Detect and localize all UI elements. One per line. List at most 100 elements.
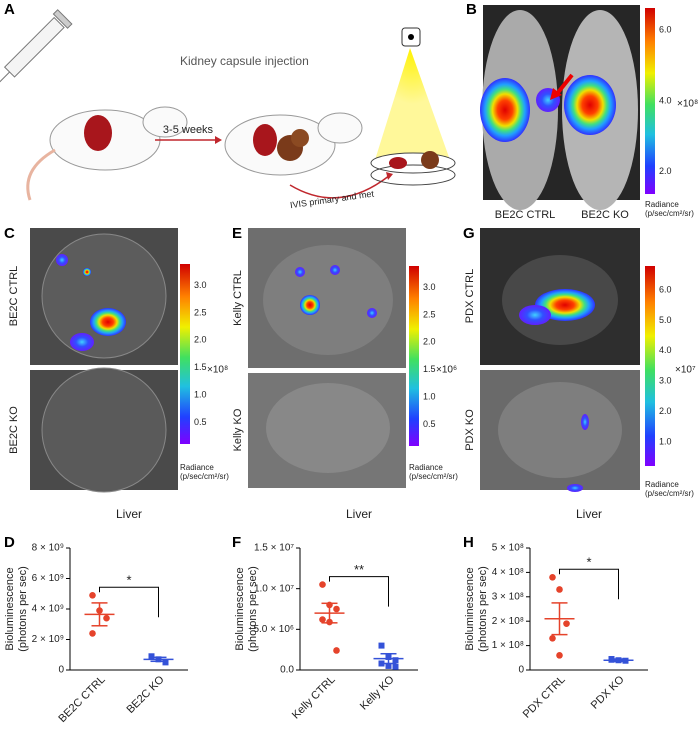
- image-label: BE2C CTRL: [495, 209, 556, 221]
- y-axis-label: (photons per sec): [247, 566, 259, 652]
- significance-bracket: [559, 568, 619, 600]
- colorbar-tick-label: 2.0: [194, 335, 207, 345]
- colorbar-tick-label: 2.5: [423, 309, 436, 319]
- data-point: [385, 662, 392, 669]
- y-tick-label: 8 × 10⁹: [32, 543, 64, 554]
- colorbar-tick-label: 5.0: [659, 315, 672, 325]
- colorbar-tick-label: 1.0: [194, 389, 207, 399]
- panel-g-images: [480, 228, 655, 492]
- colorbar-tick-label: 1.0: [659, 436, 672, 446]
- chart-title: Liver: [576, 507, 602, 521]
- x-tick-label: Kelly CTRL: [290, 674, 338, 722]
- colorbar-scale: ×10⁷: [675, 365, 696, 376]
- panel-label: F: [232, 534, 241, 551]
- panel-label: D: [4, 534, 15, 551]
- colorbar-tick-label: 4.0: [659, 345, 672, 355]
- panel-label: B: [466, 1, 477, 18]
- significance: *: [586, 555, 591, 570]
- panel-label: A: [4, 1, 15, 18]
- significance: *: [126, 573, 131, 588]
- colorbar-tick-label: 1.5: [423, 364, 436, 374]
- significance: **: [354, 562, 364, 577]
- data-point: [319, 581, 326, 588]
- colorbar-tick-label: 3.0: [423, 282, 436, 292]
- y-tick-label: 4 × 10⁹: [32, 604, 64, 615]
- panel-label: C: [4, 225, 15, 242]
- image-label: Kelly CTRL: [232, 270, 244, 326]
- x-tick-label: Kelly KO: [358, 673, 397, 712]
- data-point: [333, 647, 340, 654]
- data-point: [89, 630, 96, 637]
- y-tick-label: 0.0: [280, 665, 294, 676]
- y-axis-label: (photons per sec): [477, 566, 489, 652]
- data-point: [549, 573, 556, 581]
- colorbar-unit: (p/sec/cm²/sr): [409, 472, 458, 481]
- y-tick-label: 2 × 10⁹: [32, 634, 64, 645]
- colorbar-tick-label: 3.0: [194, 280, 207, 290]
- image-label: Kelly KO: [232, 408, 244, 451]
- x-tick-label: BE2C KO: [124, 673, 167, 716]
- colorbar-unit: (p/sec/cm²/sr): [645, 489, 694, 498]
- y-axis-label: (photons per sec): [17, 566, 29, 652]
- colorbar-tick-label: 6.0: [659, 284, 672, 294]
- colorbar-tick-label: 4.0: [659, 95, 672, 105]
- colorbar-tick-label: 2.0: [423, 337, 436, 347]
- colorbar-scale: ×10⁸: [677, 99, 698, 110]
- colorbar-unit: (p/sec/cm²/sr): [180, 472, 229, 481]
- y-tick-label: 2 × 10⁸: [492, 616, 524, 627]
- colorbar-tick-label: 1.5: [194, 362, 207, 372]
- colorbar-tick-label: 0.5: [194, 417, 207, 427]
- data-point: [392, 663, 399, 670]
- image-label: PDX CTRL: [464, 269, 476, 323]
- panel-b-image: [480, 5, 655, 210]
- y-tick-label: 0: [518, 665, 524, 676]
- y-tick-label: 5 × 10⁸: [492, 543, 524, 554]
- colorbar-tick-label: 6.0: [659, 25, 672, 35]
- panel-a-illustration: [0, 9, 456, 201]
- significance-bracket: [99, 586, 159, 618]
- panel-e-images: [248, 228, 419, 488]
- panel-c-images: [30, 228, 190, 493]
- colorbar-scale: ×10⁸: [207, 365, 228, 376]
- colorbar-unit: Radiance: [645, 480, 679, 489]
- significance-bracket: [329, 576, 389, 607]
- colorbar-tick-label: 3.0: [659, 376, 672, 386]
- colorbar-scale: ×10⁶: [436, 365, 457, 376]
- colorbar-tick-label: 1.0: [423, 391, 436, 401]
- data-point: [563, 620, 570, 627]
- y-axis-label: Bioluminescence: [464, 567, 476, 650]
- x-tick-label: BE2C CTRL: [56, 674, 107, 725]
- colorbar-unit: Radiance: [180, 463, 214, 472]
- y-tick-label: 6 × 10⁹: [32, 573, 64, 584]
- colorbar-tick-label: 2.5: [194, 307, 207, 317]
- colorbar-tick-label: 2.0: [659, 406, 672, 416]
- colorbar-unit: Radiance: [645, 200, 679, 209]
- y-tick-label: 1.0 × 10⁷: [254, 583, 294, 594]
- x-tick-label: PDX KO: [589, 673, 627, 711]
- x-tick-label: PDX CTRL: [521, 674, 568, 721]
- y-tick-label: 0: [58, 665, 64, 676]
- data-point: [333, 605, 340, 613]
- data-point: [162, 659, 169, 666]
- chart-title: Liver: [116, 507, 142, 521]
- image-label: BE2C CTRL: [8, 266, 20, 327]
- image-label: BE2C KO: [581, 209, 629, 221]
- data-point: [103, 614, 110, 622]
- y-tick-label: 4 × 10⁸: [492, 567, 524, 578]
- data-point: [89, 591, 96, 599]
- data-point: [148, 653, 155, 660]
- y-tick-label: 1.5 × 10⁷: [254, 543, 294, 554]
- panel-label: G: [463, 225, 475, 242]
- data-point: [392, 657, 399, 664]
- colorbar-tick-label: 0.5: [423, 419, 436, 429]
- colorbar-unit: Radiance: [409, 463, 443, 472]
- chart-title: Liver: [346, 507, 372, 521]
- y-tick-label: 1 × 10⁸: [492, 640, 524, 651]
- data-point: [556, 586, 563, 593]
- data-point: [378, 642, 385, 649]
- panel-label: E: [232, 225, 242, 242]
- panel-a-label: Kidney capsule injection: [180, 54, 309, 68]
- y-tick-label: 5.0 × 10⁶: [253, 624, 294, 635]
- data-point: [549, 634, 556, 642]
